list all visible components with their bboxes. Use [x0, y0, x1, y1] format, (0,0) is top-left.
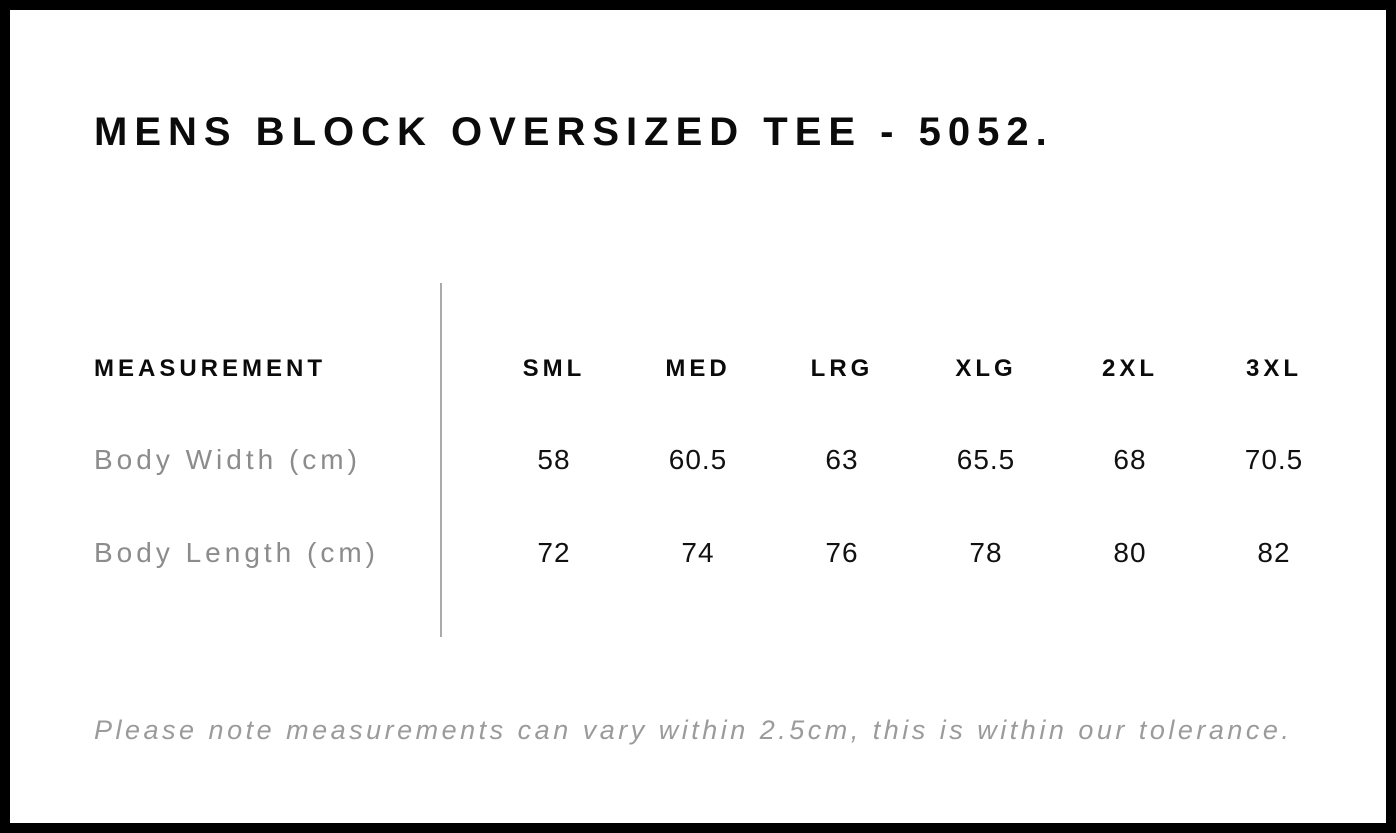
row-label-body-length: Body Length (cm) — [94, 537, 379, 568]
body-length-xlg: 78 — [969, 537, 1003, 568]
body-length-2xl: 80 — [1113, 537, 1147, 568]
table-header-row: MEASUREMENT SML MED LRG XLG 2XL 3XL — [94, 354, 1346, 384]
row-label-body-width: Body Width (cm) — [94, 444, 361, 475]
body-width-2xl: 68 — [1113, 444, 1147, 475]
table-column-divider — [440, 283, 442, 637]
size-header-3xl: 3XL — [1245, 355, 1302, 382]
size-header-med: MED — [665, 355, 731, 382]
body-length-lrg: 76 — [825, 537, 859, 568]
measurement-column-header: MEASUREMENT — [94, 355, 327, 382]
body-width-lrg: 63 — [825, 444, 859, 475]
body-width-med: 60.5 — [668, 444, 728, 475]
body-length-med: 74 — [681, 537, 715, 568]
tolerance-note: Please note measurements can vary within… — [94, 715, 1293, 745]
size-header-2xl: 2XL — [1101, 355, 1158, 382]
size-header-sml: SML — [522, 355, 586, 382]
table-row-body-length: Body Length (cm) 72 74 76 78 80 82 — [94, 538, 1346, 568]
size-guide-page: MENS BLOCK OVERSIZED TEE - 5052. MEASURE… — [10, 10, 1386, 823]
page-title: MENS BLOCK OVERSIZED TEE - 5052. — [94, 110, 1054, 154]
size-header-xlg: XLG — [955, 355, 1017, 382]
size-header-lrg: LRG — [810, 355, 874, 382]
body-width-3xl: 70.5 — [1244, 444, 1304, 475]
table-row-body-width: Body Width (cm) 58 60.5 63 65.5 68 70.5 — [94, 445, 1346, 475]
body-length-3xl: 82 — [1257, 537, 1291, 568]
body-length-sml: 72 — [537, 537, 571, 568]
body-width-xlg: 65.5 — [956, 444, 1016, 475]
body-width-sml: 58 — [537, 444, 571, 475]
